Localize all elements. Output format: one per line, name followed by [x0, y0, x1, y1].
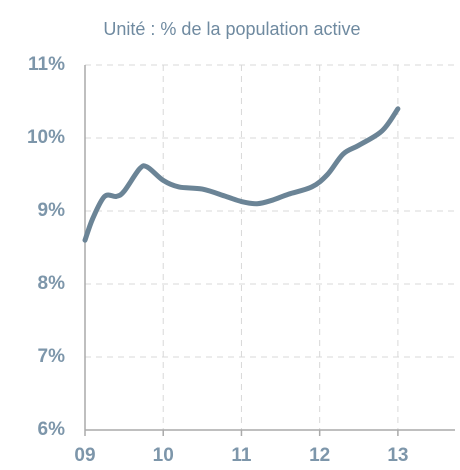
x-tick-label: 10 — [153, 445, 174, 466]
y-tick-label: 11% — [28, 54, 65, 75]
line — [82, 106, 401, 243]
y-tick-label: 8% — [38, 273, 66, 294]
y-tick-label: 6% — [38, 419, 66, 440]
y-tick-label: 9% — [38, 200, 66, 221]
y-tick-label: 10% — [27, 127, 65, 148]
chart-subtitle: Unité : % de la population active — [103, 19, 360, 39]
x-tick-label: 09 — [74, 445, 95, 466]
y-tick-label: 7% — [38, 346, 66, 367]
x-tick-label: 13 — [387, 445, 408, 466]
x-tick-label: 11 — [231, 445, 252, 466]
x-tick-label: 12 — [309, 445, 330, 466]
